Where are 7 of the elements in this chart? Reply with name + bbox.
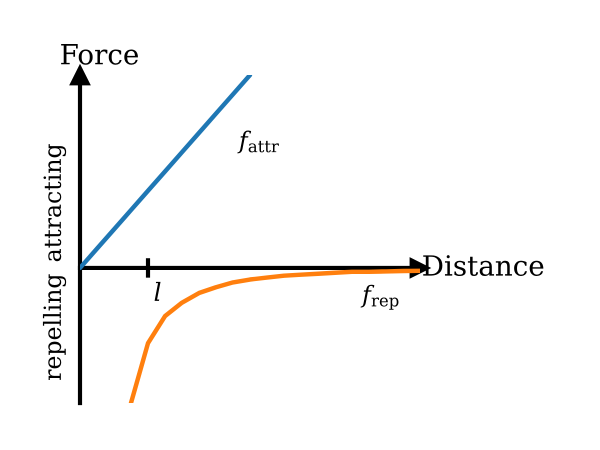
series-label: f$_{attr}$ (237, 130, 279, 154)
y-axis-title: Force (61, 44, 138, 65)
series-label: f$_{rep}$ (360, 284, 398, 310)
text: repelling (42, 274, 66, 380)
text: attracting (43, 144, 66, 262)
annotation: l (154, 282, 161, 301)
x-axis-title: Distance (423, 255, 544, 276)
